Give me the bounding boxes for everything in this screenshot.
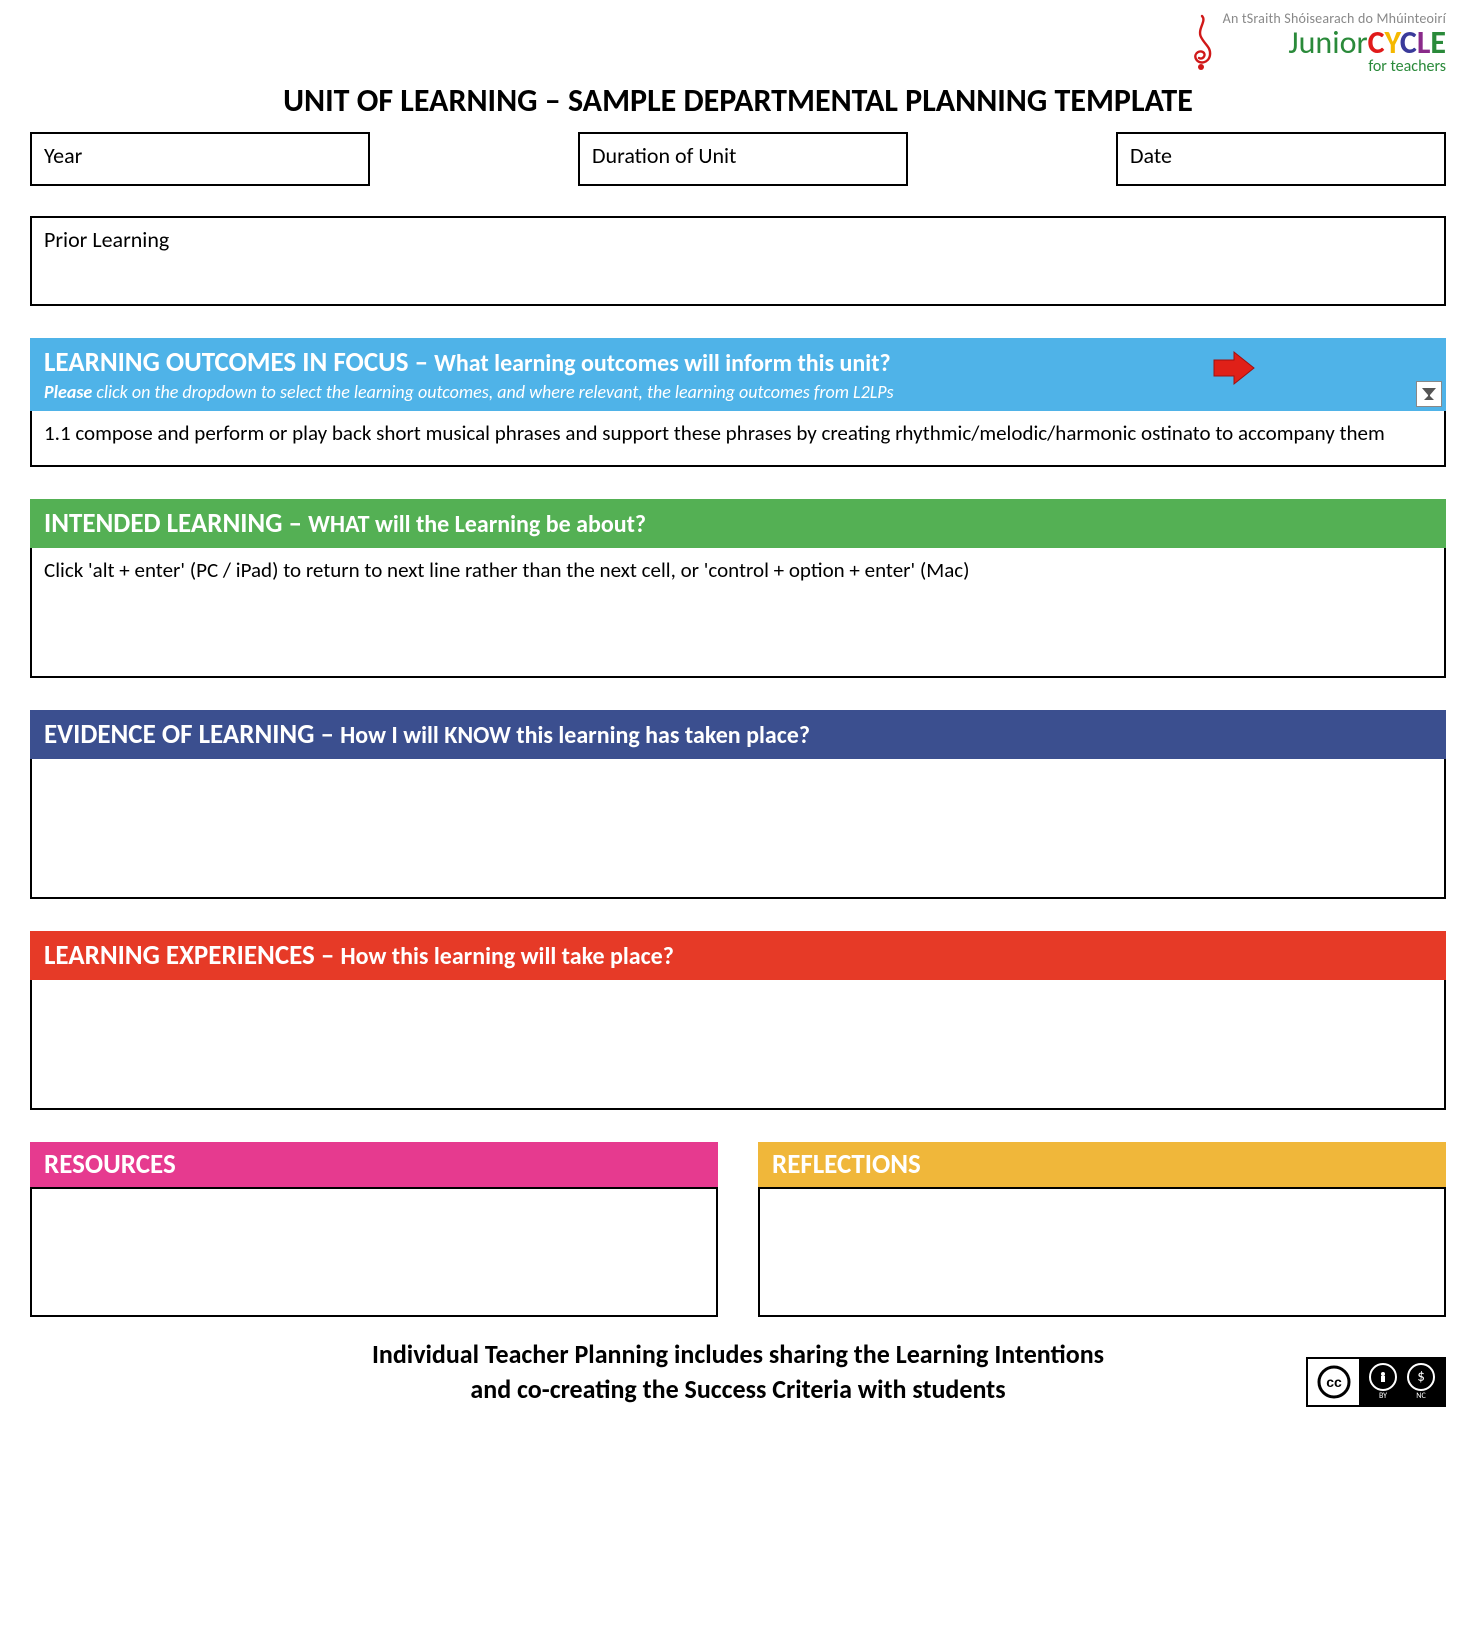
evidence-header: EVIDENCE OF LEARNING – How I will KNOW t…: [30, 710, 1446, 759]
evidence-title-sub: How I will KNOW this learning has taken …: [340, 721, 810, 750]
resources-header: RESOURCES: [30, 1142, 718, 1187]
cc-by-icon: [1369, 1363, 1397, 1391]
cc-nc-icon: $: [1407, 1363, 1435, 1391]
filter-dropdown-icon[interactable]: [1416, 381, 1442, 407]
experiences-body[interactable]: [30, 980, 1446, 1110]
cc-license-badge: cc BY $ NC: [1306, 1357, 1446, 1407]
meta-row: Year Duration of Unit Date: [30, 132, 1446, 186]
section-resources: RESOURCES: [30, 1142, 718, 1317]
prior-learning-field[interactable]: Prior Learning: [30, 216, 1446, 306]
section-experiences: LEARNING EXPERIENCES – How this learning…: [30, 931, 1446, 1110]
outcomes-title-sub: What learning outcomes will inform this …: [434, 349, 890, 378]
outcomes-body[interactable]: 1.1 compose and perform or play back sho…: [30, 411, 1446, 467]
year-field[interactable]: Year: [30, 132, 370, 186]
resources-reflections-row: RESOURCES REFLECTIONS: [30, 1142, 1446, 1317]
footer: Individual Teacher Planning includes sha…: [30, 1337, 1446, 1407]
logo: An tSraith Shóisearach do Mhúinteoirí Ju…: [1187, 10, 1446, 75]
outcomes-header: LEARNING OUTCOMES IN FOCUS – What learni…: [30, 338, 1446, 411]
svg-text:cc: cc: [1326, 1374, 1342, 1390]
duration-field[interactable]: Duration of Unit: [578, 132, 908, 186]
reflections-header: REFLECTIONS: [758, 1142, 1446, 1187]
arrow-right-icon: [1212, 348, 1256, 388]
intended-title-sub: WHAT will the Learning be about?: [308, 510, 646, 539]
intended-title-main: INTENDED LEARNING –: [44, 507, 302, 540]
experiences-title-main: LEARNING EXPERIENCES –: [44, 939, 334, 972]
treble-clef-icon: [1187, 13, 1217, 73]
footer-text: Individual Teacher Planning includes sha…: [30, 1337, 1446, 1407]
resources-body[interactable]: [30, 1187, 718, 1317]
intended-body[interactable]: Click 'alt + enter' (PC / iPad) to retur…: [30, 548, 1446, 678]
reflections-title: REFLECTIONS: [772, 1148, 921, 1181]
logo-wordmark: JuniorCYCLE: [1223, 27, 1446, 59]
page-title: UNIT OF LEARNING – SAMPLE DEPARTMENTAL P…: [30, 81, 1446, 120]
section-evidence: EVIDENCE OF LEARNING – How I will KNOW t…: [30, 710, 1446, 899]
section-intended-learning: INTENDED LEARNING – WHAT will the Learni…: [30, 499, 1446, 678]
intended-header: INTENDED LEARNING – WHAT will the Learni…: [30, 499, 1446, 548]
experiences-title-sub: How this learning will take place?: [340, 942, 673, 971]
evidence-body[interactable]: [30, 759, 1446, 899]
header: An tSraith Shóisearach do Mhúinteoirí Ju…: [30, 10, 1446, 75]
experiences-header: LEARNING EXPERIENCES – How this learning…: [30, 931, 1446, 980]
evidence-title-main: EVIDENCE OF LEARNING –: [44, 718, 334, 751]
date-field[interactable]: Date: [1116, 132, 1446, 186]
reflections-body[interactable]: [758, 1187, 1446, 1317]
outcomes-title-main: LEARNING OUTCOMES IN FOCUS –: [44, 346, 428, 379]
cc-logo-icon: cc: [1308, 1359, 1360, 1405]
resources-title: RESOURCES: [44, 1148, 176, 1181]
section-reflections: REFLECTIONS: [758, 1142, 1446, 1317]
section-learning-outcomes: LEARNING OUTCOMES IN FOCUS – What learni…: [30, 338, 1446, 467]
